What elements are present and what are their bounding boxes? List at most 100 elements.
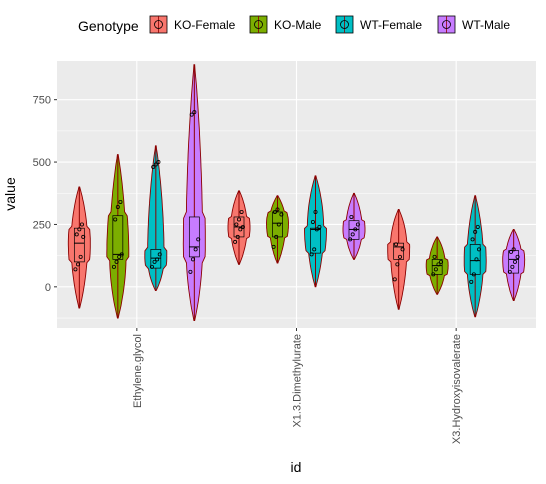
violin-group [502, 228, 526, 302]
data-point [471, 272, 476, 277]
data-point [117, 254, 122, 259]
legend-entry: KO-Female [149, 15, 236, 34]
data-point [239, 209, 244, 214]
violin-group [106, 154, 130, 319]
violin-group [144, 145, 168, 292]
data-point [314, 227, 319, 232]
data-point [77, 227, 82, 232]
data-point [350, 232, 355, 237]
data-point [439, 259, 444, 264]
legend-entry: WT-Female [335, 15, 422, 34]
legend-entry: KO-Male [249, 15, 322, 34]
legend: Genotype KO-Female KO-Male WT-Female WT-Mal… [78, 15, 510, 34]
data-point [235, 234, 240, 239]
data-point [113, 217, 118, 222]
legend-key-point [442, 20, 451, 29]
legend-key-point [154, 20, 163, 29]
data-point [191, 257, 196, 262]
violin-group [182, 64, 206, 321]
data-point [469, 279, 474, 284]
data-point [348, 237, 353, 242]
data-point [78, 254, 83, 259]
data-point [196, 237, 201, 242]
legend-entries: KO-Female KO-Male WT-Female WT-Male [149, 15, 510, 34]
data-point [81, 234, 86, 239]
data-point [233, 239, 238, 244]
data-point [111, 264, 116, 269]
violin-group [227, 190, 251, 265]
data-point [511, 247, 516, 252]
data-point [349, 214, 354, 219]
data-point [118, 199, 123, 204]
data-point [477, 247, 482, 252]
legend-key-point [340, 20, 349, 29]
legend-label: KO-Male [274, 18, 322, 32]
legend-label: WT-Female [360, 18, 422, 32]
data-point [392, 277, 397, 282]
data-point [436, 262, 441, 267]
data-point [234, 222, 239, 227]
data-point [470, 237, 475, 242]
data-point [395, 262, 400, 267]
data-point [152, 259, 157, 264]
data-point [313, 209, 318, 214]
data-point [475, 224, 480, 229]
legend-label: KO-Female [174, 18, 236, 32]
violin-group [304, 175, 327, 288]
data-point [188, 269, 193, 274]
data-point [114, 259, 119, 264]
legend-title: Genotype [78, 18, 139, 34]
data-point [74, 232, 79, 237]
x-tick-label: X1.3.Dimethylurate [292, 334, 304, 428]
x-tick-label: X3.Hydroxyisovalerate [451, 334, 463, 444]
data-point [510, 264, 515, 269]
legend-key-point [254, 20, 263, 29]
y-tick-label: 250 [33, 219, 51, 231]
data-point [317, 224, 322, 229]
data-point [119, 252, 124, 257]
data-point [79, 222, 84, 227]
data-point [193, 247, 198, 252]
data-point [432, 254, 437, 259]
data-point [276, 222, 281, 227]
data-point [240, 224, 245, 229]
data-point [474, 257, 479, 262]
y-axis: 0 250 500 750 [33, 95, 57, 294]
data-point [151, 165, 156, 170]
y-tick-label: 500 [33, 157, 51, 169]
data-point [153, 162, 158, 167]
data-point [272, 209, 277, 214]
data-point [433, 267, 438, 272]
grid [57, 61, 536, 328]
legend-entry: WT-Male [437, 15, 510, 34]
box-iqr [188, 216, 200, 258]
data-point [397, 254, 402, 259]
data-point [238, 227, 243, 232]
data-point [156, 160, 161, 165]
data-point [312, 247, 317, 252]
data-point [515, 254, 520, 259]
data-point [309, 252, 314, 257]
violins [67, 64, 526, 321]
x-axis: Ethylene.glycol X1.3.Dimethylurate X3.Hydr… [132, 328, 463, 444]
y-tick-label: 750 [33, 95, 51, 107]
data-point [275, 207, 280, 212]
data-point [76, 262, 81, 267]
data-point [149, 264, 154, 269]
data-point [115, 204, 120, 209]
data-point [507, 269, 512, 274]
x-tick-label: Ethylene.glycol [132, 334, 144, 408]
violin-group [67, 186, 91, 309]
data-point [394, 242, 399, 247]
data-point [274, 234, 279, 239]
data-point [473, 229, 478, 234]
data-point [236, 217, 241, 222]
violin-group [425, 236, 449, 295]
data-point [355, 222, 360, 227]
violin-group [387, 209, 411, 310]
y-tick-label: 0 [45, 282, 51, 294]
data-point [271, 244, 276, 249]
data-point [189, 112, 194, 117]
data-point [155, 257, 160, 262]
